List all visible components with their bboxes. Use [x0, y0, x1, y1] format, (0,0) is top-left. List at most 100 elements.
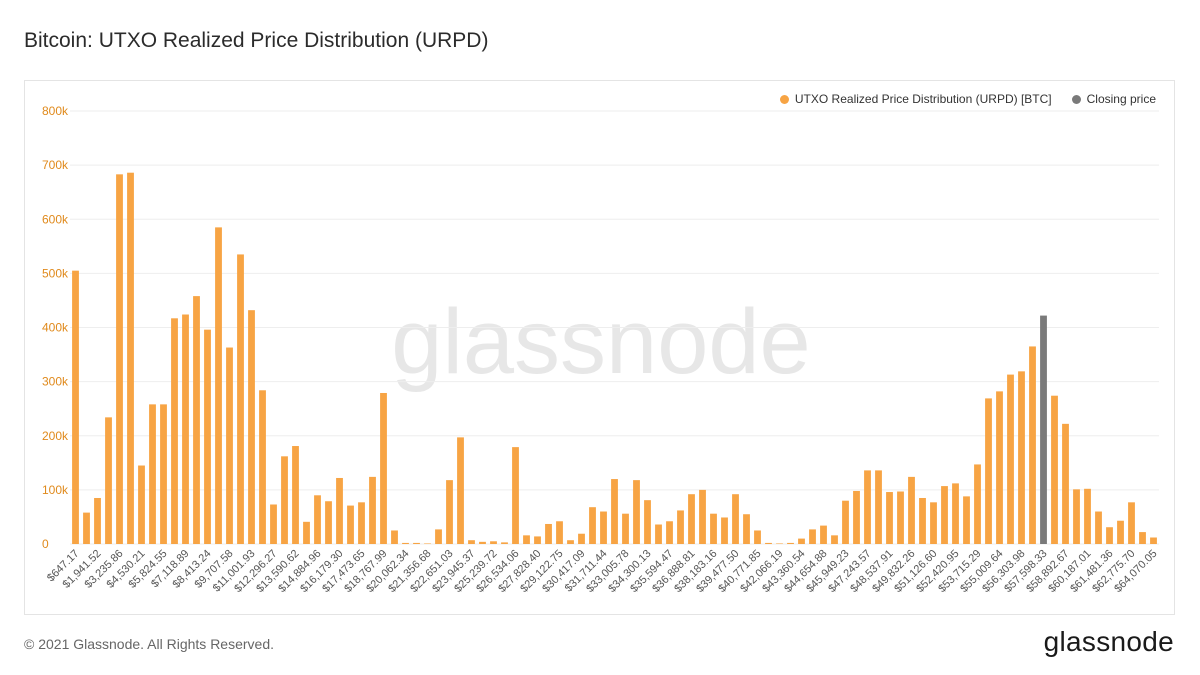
urpd-bar[interactable] — [1106, 527, 1113, 544]
urpd-bar[interactable] — [270, 504, 277, 544]
urpd-bar[interactable] — [237, 254, 244, 544]
urpd-bar[interactable] — [138, 465, 145, 544]
urpd-bar[interactable] — [292, 446, 299, 544]
urpd-bar[interactable] — [446, 480, 453, 544]
urpd-bar[interactable] — [831, 535, 838, 544]
legend-item-closing-price[interactable]: Closing price — [1071, 92, 1156, 106]
urpd-bar[interactable] — [281, 456, 288, 544]
urpd-bar[interactable] — [567, 540, 574, 544]
urpd-bar[interactable] — [633, 480, 640, 544]
urpd-bar[interactable] — [1128, 502, 1135, 544]
urpd-bar[interactable] — [985, 398, 992, 544]
urpd-bar[interactable] — [94, 497, 101, 544]
urpd-bar[interactable] — [743, 514, 750, 544]
urpd-bar[interactable] — [677, 510, 684, 544]
urpd-bar[interactable] — [116, 174, 123, 544]
urpd-bar[interactable] — [1062, 423, 1069, 544]
urpd-bar[interactable] — [72, 270, 79, 544]
urpd-bar[interactable] — [204, 329, 211, 544]
urpd-bar[interactable] — [1150, 537, 1157, 545]
urpd-bar[interactable] — [787, 542, 794, 544]
urpd-bar[interactable] — [534, 536, 541, 544]
closing-price-bar[interactable] — [1040, 315, 1047, 544]
urpd-bar[interactable] — [424, 543, 431, 544]
urpd-bar[interactable] — [611, 479, 618, 544]
urpd-bar[interactable] — [886, 492, 893, 544]
urpd-bar[interactable] — [589, 507, 596, 544]
urpd-bar[interactable] — [556, 521, 563, 544]
urpd-bar[interactable] — [347, 505, 354, 544]
urpd-bar[interactable] — [1073, 489, 1080, 544]
urpd-bar[interactable] — [391, 530, 398, 544]
urpd-bar[interactable] — [622, 513, 629, 544]
urpd-bar[interactable] — [1051, 395, 1058, 544]
urpd-bar[interactable] — [952, 483, 959, 544]
urpd-bar[interactable] — [809, 529, 816, 544]
urpd-bar[interactable] — [963, 496, 970, 544]
urpd-bar[interactable] — [468, 540, 475, 544]
urpd-bar[interactable] — [325, 501, 332, 544]
urpd-bar[interactable] — [336, 477, 343, 544]
urpd-bar[interactable] — [83, 512, 90, 544]
urpd-bar[interactable] — [721, 517, 728, 544]
urpd-bar[interactable] — [160, 404, 167, 544]
urpd-bar[interactable] — [644, 500, 651, 544]
urpd-bar[interactable] — [259, 390, 266, 544]
urpd-bar[interactable] — [974, 464, 981, 544]
urpd-bar[interactable] — [369, 476, 376, 544]
urpd-bar[interactable] — [897, 491, 904, 545]
urpd-bar[interactable] — [1139, 532, 1146, 544]
urpd-bar[interactable] — [710, 513, 717, 544]
urpd-bar[interactable] — [655, 524, 662, 544]
urpd-bar[interactable] — [512, 447, 519, 544]
urpd-bar[interactable] — [248, 310, 255, 544]
urpd-bar[interactable] — [765, 542, 772, 544]
urpd-bar[interactable] — [490, 541, 497, 544]
urpd-bar[interactable] — [699, 489, 706, 545]
urpd-bar[interactable] — [820, 525, 827, 544]
urpd-bar[interactable] — [1007, 374, 1014, 544]
urpd-bar[interactable] — [479, 541, 486, 544]
urpd-bar[interactable] — [941, 486, 948, 544]
urpd-bar[interactable] — [919, 497, 926, 544]
urpd-bar[interactable] — [193, 296, 200, 544]
urpd-bar[interactable] — [754, 530, 761, 544]
urpd-bar[interactable] — [1095, 511, 1102, 544]
urpd-bar[interactable] — [930, 502, 937, 544]
urpd-bar[interactable] — [996, 391, 1003, 544]
urpd-bar[interactable] — [215, 227, 222, 544]
urpd-bar[interactable] — [523, 535, 530, 544]
urpd-bar[interactable] — [358, 502, 365, 544]
urpd-bar[interactable] — [666, 521, 673, 544]
urpd-bar[interactable] — [842, 500, 849, 544]
urpd-bar[interactable] — [578, 533, 585, 544]
urpd-bar[interactable] — [600, 511, 607, 544]
urpd-bar[interactable] — [413, 542, 420, 544]
urpd-bar[interactable] — [776, 543, 783, 544]
urpd-bar[interactable] — [875, 470, 882, 544]
urpd-bar[interactable] — [798, 538, 805, 544]
urpd-bar[interactable] — [853, 490, 860, 544]
urpd-bar[interactable] — [171, 318, 178, 544]
legend-item-urpd[interactable]: UTXO Realized Price Distribution (URPD) … — [779, 92, 1052, 106]
urpd-bar[interactable] — [127, 172, 134, 544]
urpd-bar[interactable] — [226, 347, 233, 544]
urpd-bar[interactable] — [1117, 520, 1124, 544]
urpd-bar[interactable] — [105, 417, 112, 544]
urpd-bar[interactable] — [435, 529, 442, 544]
urpd-bar[interactable] — [457, 437, 464, 544]
urpd-bar[interactable] — [501, 542, 508, 544]
urpd-bar[interactable] — [1029, 346, 1036, 544]
urpd-bar[interactable] — [1018, 371, 1025, 544]
urpd-bar[interactable] — [732, 494, 739, 544]
urpd-bar[interactable] — [1084, 488, 1091, 544]
urpd-bar[interactable] — [182, 314, 189, 544]
urpd-bar[interactable] — [864, 470, 871, 544]
urpd-bar[interactable] — [303, 521, 310, 544]
urpd-bar[interactable] — [314, 495, 321, 544]
urpd-bar[interactable] — [545, 523, 552, 544]
urpd-bar[interactable] — [380, 392, 387, 544]
urpd-bar[interactable] — [149, 404, 156, 544]
urpd-bar[interactable] — [908, 476, 915, 544]
urpd-bar[interactable] — [688, 494, 695, 544]
